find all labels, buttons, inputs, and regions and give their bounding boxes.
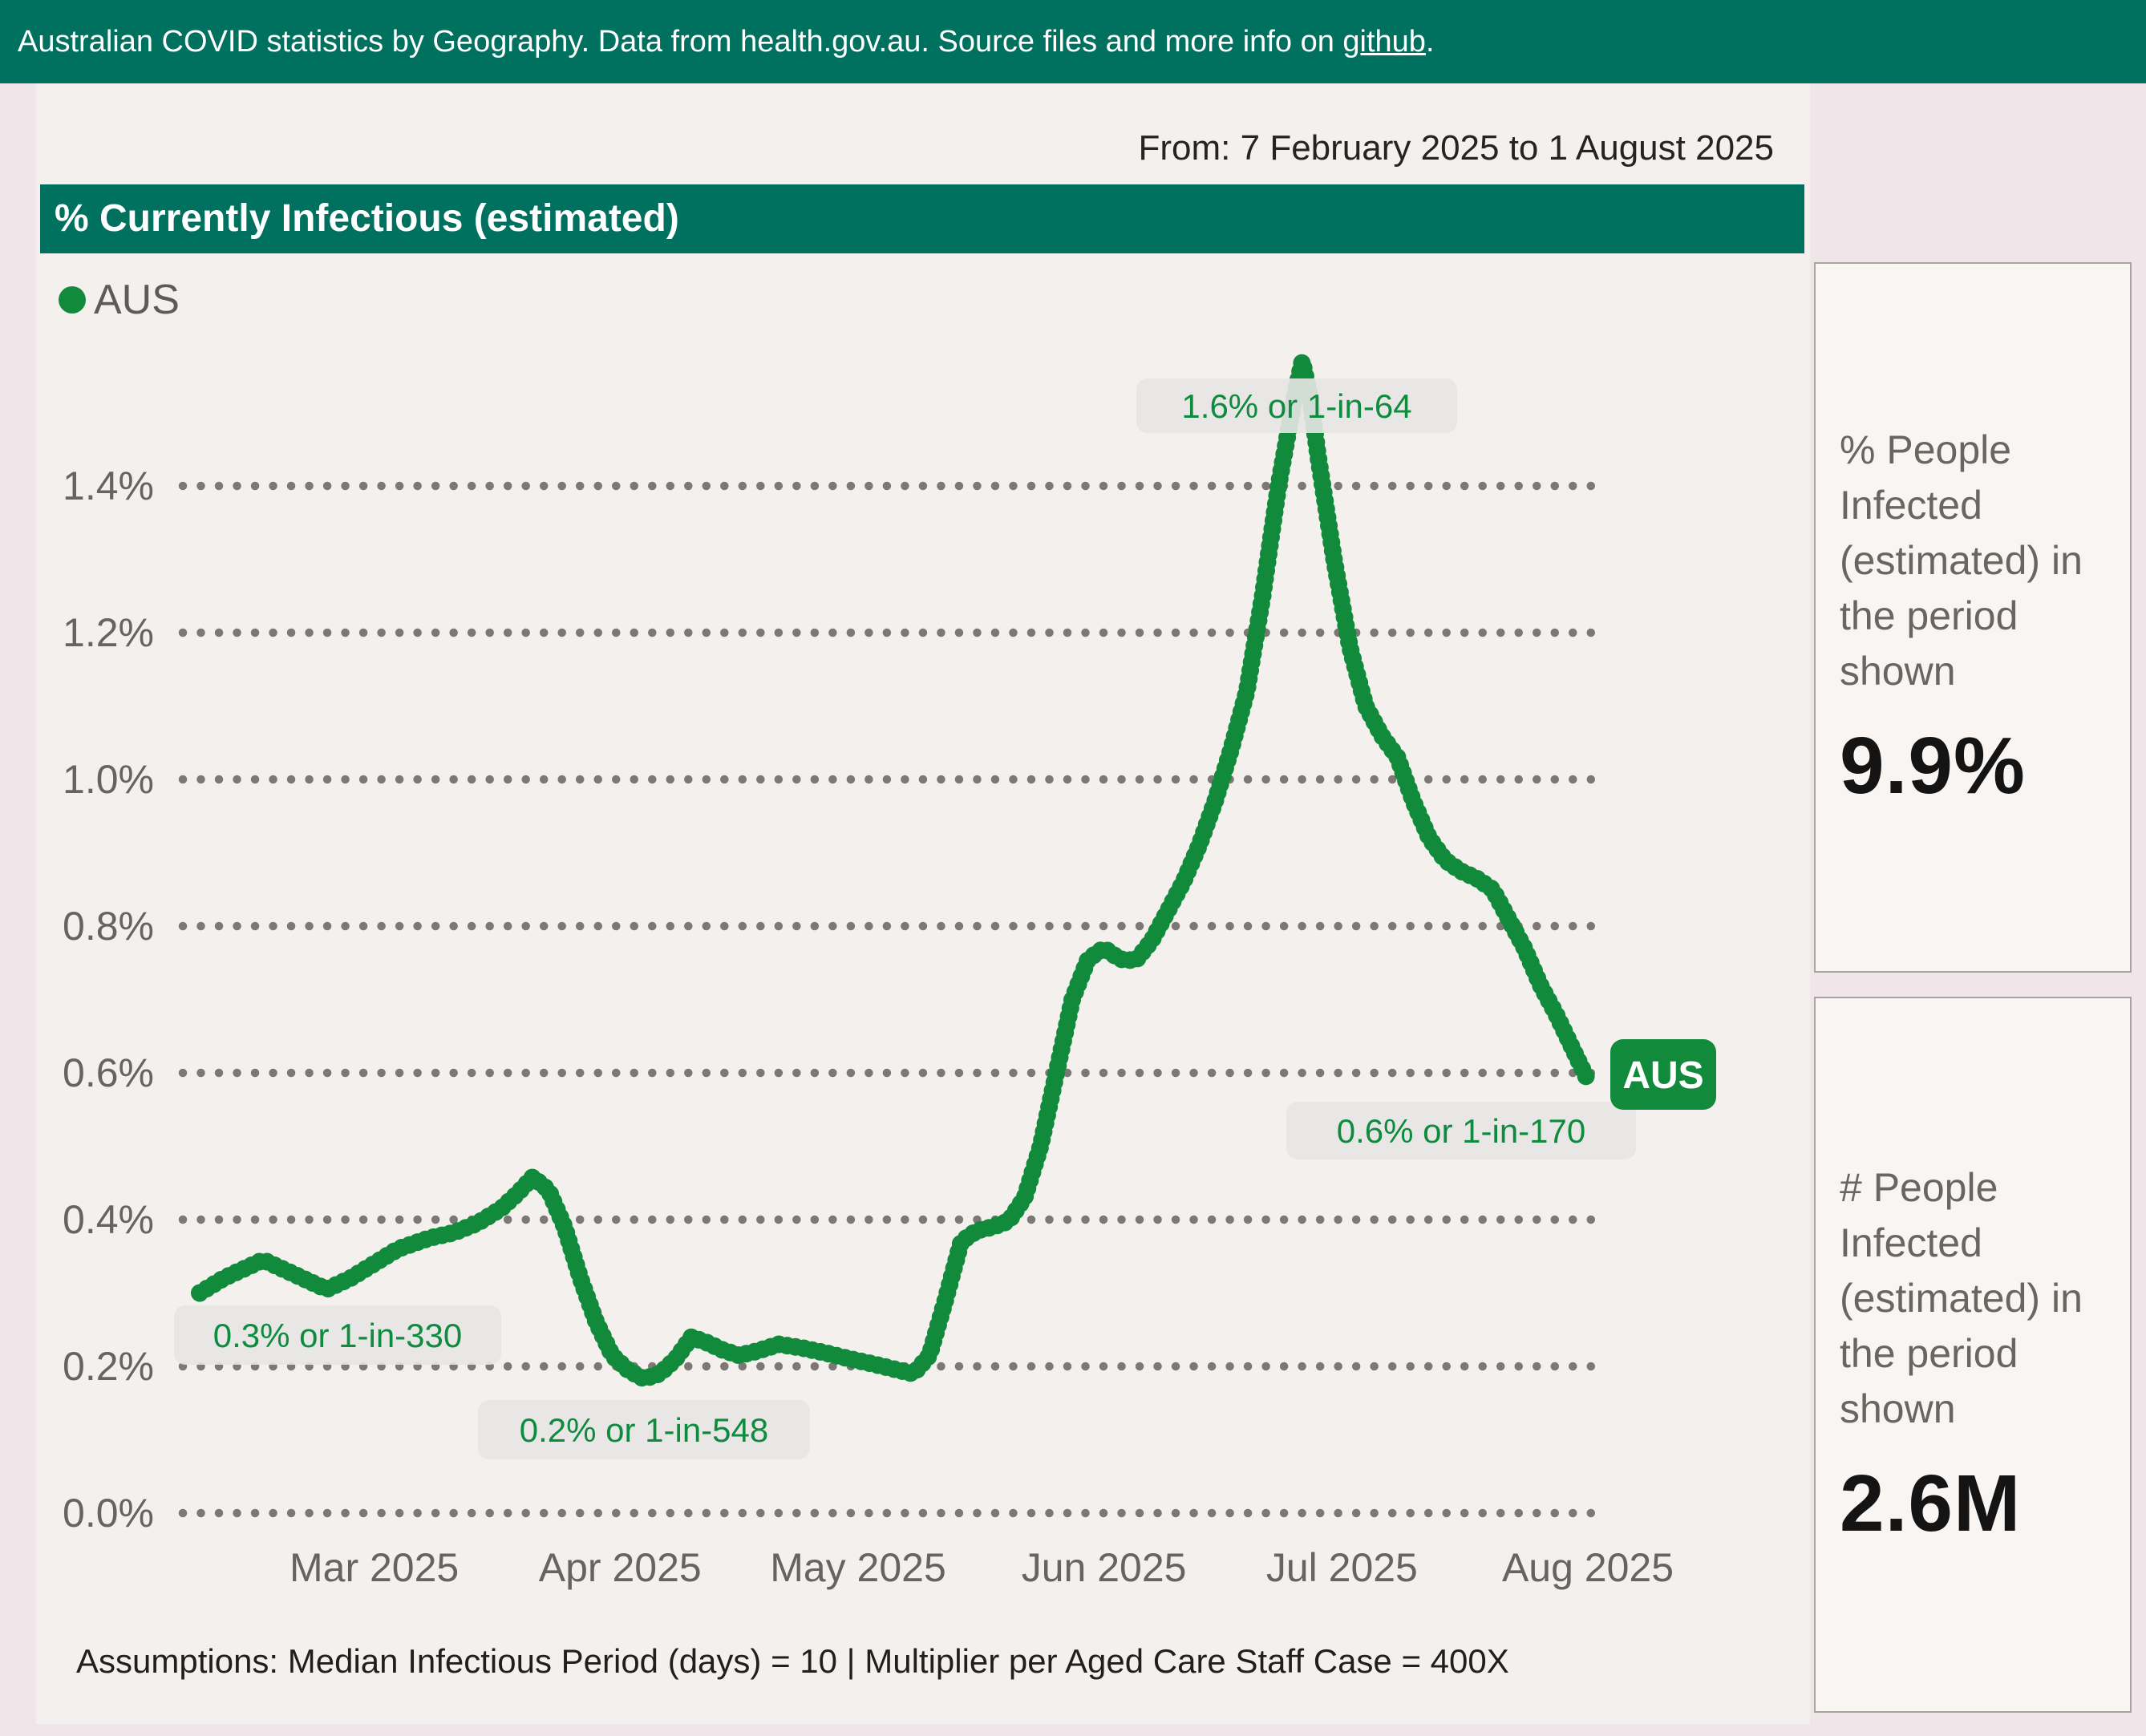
y-tick-label: 0.6%	[63, 1050, 154, 1095]
y-tick-label: 0.2%	[63, 1344, 154, 1389]
legend-label: AUS	[94, 277, 180, 323]
annotation-box	[478, 1400, 810, 1459]
series-line-aus	[191, 352, 1597, 1388]
annotation-box	[174, 1305, 501, 1365]
y-tick-label: 1.2%	[63, 610, 154, 655]
annotation-label: 0.3% or 1-in-330	[213, 1317, 463, 1354]
data-annotation: 0.2% or 1-in-548	[478, 1400, 810, 1459]
y-tick-label: 1.0%	[63, 757, 154, 802]
series-end-badge: AUS	[1610, 1039, 1716, 1110]
x-tick-label: Jul 2025	[1266, 1545, 1418, 1590]
x-tick-label: Mar 2025	[290, 1545, 459, 1590]
x-tick-label: Aug 2025	[1502, 1545, 1674, 1590]
x-axis-labels: Mar 2025 Apr 2025 May 2025 Jun 2025 Jul 2025…	[290, 1545, 1674, 1590]
data-annotation: 0.3% or 1-in-330	[174, 1305, 501, 1365]
data-annotation: 1.6% or 1-in-64	[1136, 378, 1457, 433]
stat-value: 2.6M	[1840, 1458, 2022, 1548]
legend-item-aus[interactable]: AUS	[59, 276, 180, 324]
x-tick-label: Jun 2025	[1022, 1545, 1187, 1590]
annotation-box	[1136, 378, 1457, 433]
y-tick-label: 1.4%	[63, 463, 154, 508]
chart-card: From: 7 February 2025 to 1 August 2025 %…	[36, 83, 1810, 1724]
stat-value: 9.9%	[1840, 721, 2026, 811]
annotation-label: 0.2% or 1-in-548	[520, 1411, 769, 1449]
data-annotation: 0.6% or 1-in-170	[1286, 1102, 1636, 1159]
x-tick-label: Apr 2025	[539, 1545, 702, 1590]
date-range-label: From: 7 February 2025 to 1 August 2025	[1138, 128, 1774, 168]
y-tick-label: 0.8%	[63, 904, 154, 949]
stat-panel-pct-infected: % People Infected (estimated) in the per…	[1814, 262, 2132, 973]
app-header: Australian COVID statistics by Geography…	[0, 0, 2146, 83]
app-header-title: Australian COVID statistics by Geography…	[18, 25, 1343, 59]
legend-dot-icon	[59, 286, 86, 314]
stat-label: # People Infected (estimated) in the per…	[1840, 1164, 2083, 1431]
stat-label: % People Infected (estimated) in the per…	[1840, 427, 2083, 694]
github-link[interactable]: github	[1342, 25, 1426, 59]
x-tick-label: May 2025	[770, 1545, 946, 1590]
y-axis-labels: 0.0% 0.2% 0.4% 0.6% 0.8% 1.0% 1.2% 1.4%	[63, 463, 154, 1536]
gridlines	[178, 481, 1605, 1518]
annotation-label: 0.6% or 1-in-170	[1337, 1112, 1586, 1150]
y-tick-label: 0.4%	[63, 1197, 154, 1242]
assumptions-note: Assumptions: Median Infectious Period (d…	[76, 1642, 1509, 1680]
app-header-suffix: .	[1425, 25, 1435, 59]
infectious-line-chart[interactable]: 0.0% 0.2% 0.4% 0.6% 0.8% 1.0% 1.2% 1.4% Mar 2025…	[36, 83, 1810, 1724]
stat-panel-num-infected: # People Infected (estimated) in the per…	[1814, 997, 2132, 1713]
chart-title: % Currently Infectious (estimated)	[55, 197, 679, 240]
chart-title-bar: % Currently Infectious (estimated)	[40, 184, 1804, 253]
series-end-badge-label: AUS	[1622, 1054, 1703, 1097]
annotation-label: 1.6% or 1-in-64	[1181, 387, 1411, 425]
annotation-box	[1286, 1102, 1636, 1159]
y-tick-label: 0.0%	[63, 1491, 154, 1536]
